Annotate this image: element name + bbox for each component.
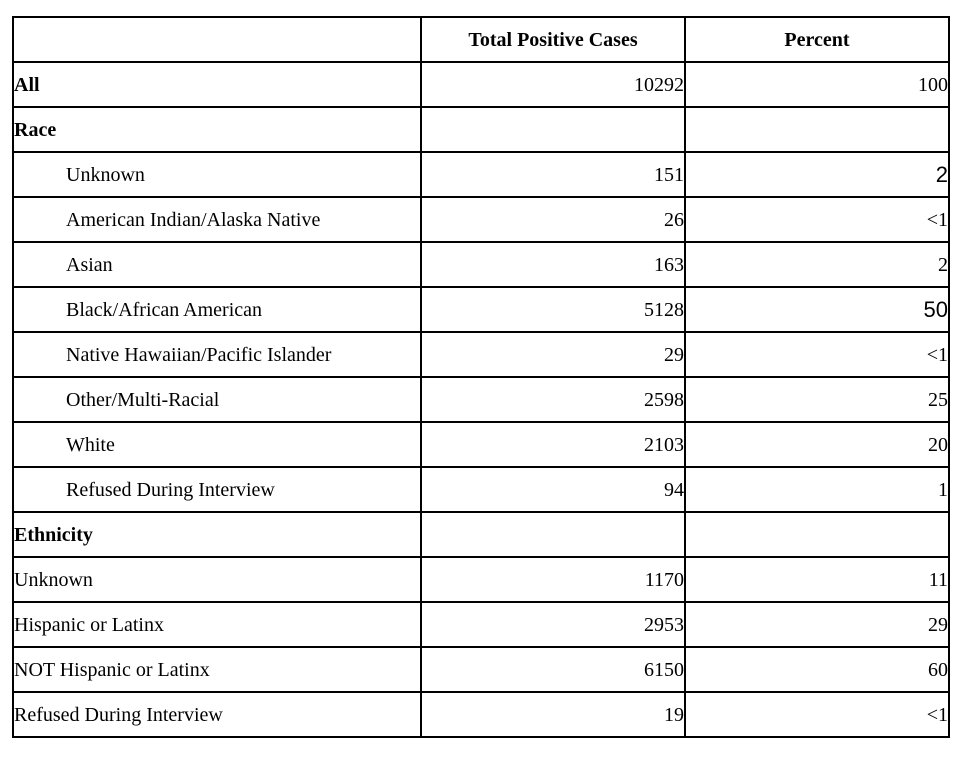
row-cases-cell: 1170 — [420, 556, 686, 603]
row-cases-cell: 163 — [420, 241, 686, 288]
row-cases-cell: 2103 — [420, 421, 686, 468]
row-percent-cell: 29 — [684, 601, 950, 648]
header-row: Total Positive Cases Percent — [12, 16, 950, 63]
row-label-cell: Asian — [12, 241, 422, 288]
table-row: Race — [12, 106, 950, 153]
row-cases-cell: 10292 — [420, 61, 686, 108]
table-row: Asian 163 2 — [12, 241, 950, 288]
table-row: Unknown 151 2 — [12, 151, 950, 198]
row-label-cell: Ethnicity — [12, 511, 422, 558]
header-cell-label — [12, 16, 422, 63]
row-cases-cell: 6150 — [420, 646, 686, 693]
row-percent-cell — [684, 511, 950, 558]
table-row: All 10292 100 — [12, 61, 950, 108]
header-cell-total-positive-cases: Total Positive Cases — [420, 16, 686, 63]
row-percent-cell: 11 — [684, 556, 950, 603]
table-row: NOT Hispanic or Latinx 6150 60 — [12, 646, 950, 693]
row-percent-cell: <1 — [684, 331, 950, 378]
row-label-cell: Hispanic or Latinx — [12, 601, 422, 648]
row-cases-cell — [420, 511, 686, 558]
header-cell-percent: Percent — [684, 16, 950, 63]
row-percent-cell: 20 — [684, 421, 950, 468]
row-label-cell: Unknown — [12, 556, 422, 603]
row-percent-cell: 1 — [684, 466, 950, 513]
table-row: Other/Multi-Racial 2598 25 — [12, 376, 950, 423]
table-row: White 2103 20 — [12, 421, 950, 468]
row-cases-cell: 2598 — [420, 376, 686, 423]
row-cases-cell: 2953 — [420, 601, 686, 648]
row-percent-cell: 50 — [684, 286, 950, 333]
row-percent-cell — [684, 106, 950, 153]
row-cases-cell: 26 — [420, 196, 686, 243]
row-percent-cell: 60 — [684, 646, 950, 693]
row-label-cell: American Indian/Alaska Native — [12, 196, 422, 243]
table-row: Unknown 1170 11 — [12, 556, 950, 603]
row-cases-cell — [420, 106, 686, 153]
row-label-cell: White — [12, 421, 422, 468]
row-label-cell: NOT Hispanic or Latinx — [12, 646, 422, 693]
row-percent-cell: 100 — [684, 61, 950, 108]
row-label-cell: Unknown — [12, 151, 422, 198]
row-label-cell: Refused During Interview — [12, 466, 422, 513]
row-percent-cell: 2 — [684, 241, 950, 288]
row-percent-cell: <1 — [684, 691, 950, 738]
table-row: Ethnicity — [12, 511, 950, 558]
row-label-cell: Race — [12, 106, 422, 153]
row-label-cell: All — [12, 61, 422, 108]
row-percent-cell: 2 — [684, 151, 950, 198]
table-row: Refused During Interview 94 1 — [12, 466, 950, 513]
row-label-cell: Other/Multi-Racial — [12, 376, 422, 423]
row-label-cell: Native Hawaiian/Pacific Islander — [12, 331, 422, 378]
positive-cases-table: Total Positive Cases Percent All 10292 1… — [12, 16, 950, 738]
row-cases-cell: 94 — [420, 466, 686, 513]
row-percent-cell: 25 — [684, 376, 950, 423]
table-row: American Indian/Alaska Native 26 <1 — [12, 196, 950, 243]
row-percent-cell: <1 — [684, 196, 950, 243]
row-cases-cell: 29 — [420, 331, 686, 378]
row-label-cell: Black/African American — [12, 286, 422, 333]
row-label-cell: Refused During Interview — [12, 691, 422, 738]
table-body: All 10292 100 Race Unknown 151 2 America… — [12, 61, 950, 738]
table-row: Hispanic or Latinx 2953 29 — [12, 601, 950, 648]
table-row: Black/African American 5128 50 — [12, 286, 950, 333]
table-row: Native Hawaiian/Pacific Islander 29 <1 — [12, 331, 950, 378]
row-cases-cell: 151 — [420, 151, 686, 198]
row-cases-cell: 5128 — [420, 286, 686, 333]
row-cases-cell: 19 — [420, 691, 686, 738]
table-row: Refused During Interview 19 <1 — [12, 691, 950, 738]
